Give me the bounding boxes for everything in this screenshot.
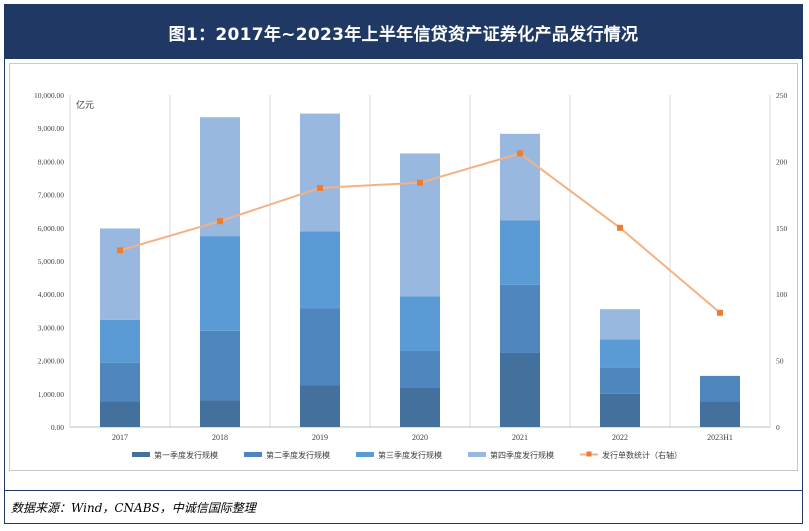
line-marker	[517, 150, 523, 157]
x-category-label: 2018	[212, 433, 228, 442]
y-left-tick-label: 0.00	[51, 423, 64, 432]
y-right-tick-label: 50	[776, 357, 784, 366]
bar-segment	[500, 284, 540, 353]
chart-area: 0.00 1,000.00 2,000.00 3,000.00 4,000.00 5,00…	[9, 63, 798, 471]
y-right-tick-label: 200	[776, 157, 788, 166]
bar-segment	[200, 400, 240, 427]
source-note: 数据来源：Wind，CNABS，中诚信国际整理	[11, 501, 256, 515]
line-marker	[317, 184, 323, 191]
bar-segment	[300, 385, 340, 427]
bar-segment	[300, 308, 340, 386]
bar-segment	[200, 330, 240, 401]
legend-label: 第二季度发行规模	[266, 450, 330, 460]
line-marker	[717, 309, 723, 316]
y-left-tick-label: 7,000.00	[38, 191, 65, 200]
bar-segment	[600, 393, 640, 427]
figure-title: 图1：2017年~2023年上半年信贷资产证券化产品发行情况	[5, 5, 802, 59]
line-marker	[417, 179, 423, 186]
y-left-tick-label: 6,000.00	[38, 224, 65, 233]
bar-segment	[200, 236, 240, 331]
legend-marker	[586, 451, 592, 457]
x-category-label: 2023H1	[707, 433, 733, 442]
bar-segment	[500, 220, 540, 285]
bar-segment	[700, 375, 740, 402]
bar-segment	[600, 309, 640, 340]
y-left-tick-label: 3,000.00	[38, 323, 65, 332]
bar-segment	[400, 350, 440, 388]
legend-swatch	[356, 452, 374, 457]
line-marker	[117, 247, 123, 254]
y-left-tick-label: 8,000.00	[38, 157, 65, 166]
divider	[5, 490, 802, 491]
y-right-tick-label: 250	[776, 91, 788, 100]
legend-label: 第一季度发行规模	[154, 450, 218, 460]
figure-frame: 图1：2017年~2023年上半年信贷资产证券化产品发行情况 0.00 1,000…	[4, 4, 803, 524]
legend-label: 发行单数统计（右轴）	[602, 450, 682, 460]
bar-segment	[400, 153, 440, 297]
y-left-tick-label: 1,000.00	[38, 390, 65, 399]
bar-segment	[400, 387, 440, 427]
bar-segment	[600, 339, 640, 368]
bar-segment	[400, 296, 440, 351]
x-category-label: 2017	[112, 433, 128, 442]
legend-label: 第四季度发行规模	[490, 450, 554, 460]
legend-label: 第三季度发行规模	[378, 450, 442, 460]
x-category-label: 2022	[612, 433, 628, 442]
legend-swatch	[132, 452, 150, 457]
y-unit-label: 亿元	[76, 99, 94, 111]
x-category-label: 2019	[312, 433, 328, 442]
bar-segment	[500, 352, 540, 427]
x-category-label: 2020	[412, 433, 428, 442]
bar-segment	[300, 113, 340, 232]
x-category-label: 2021	[512, 433, 528, 442]
bar-segment	[100, 228, 140, 320]
bar-segment	[700, 401, 740, 427]
bar-segment	[600, 367, 640, 394]
y-right-tick-label: 100	[776, 290, 788, 299]
y-left-tick-label: 10,000.00	[34, 91, 64, 100]
bar-segment	[100, 319, 140, 363]
y-right-tick-label: 150	[776, 224, 788, 233]
line-marker	[617, 224, 623, 231]
line-marker	[217, 218, 223, 225]
y-left-tick-label: 9,000.00	[38, 124, 65, 133]
y-left-tick-label: 4,000.00	[38, 290, 65, 299]
y-left-tick-label: 2,000.00	[38, 357, 65, 366]
legend-swatch	[468, 452, 486, 457]
bar-segment	[500, 133, 540, 221]
y-left-tick-label: 5,000.00	[38, 257, 65, 266]
y-right-tick-label: 0	[776, 423, 780, 432]
chart-svg: 0.00 1,000.00 2,000.00 3,000.00 4,000.00 5,00…	[34, 91, 788, 460]
bar-segment	[300, 231, 340, 309]
legend-swatch	[244, 452, 262, 457]
bar-segment	[100, 362, 140, 402]
bar-segment	[100, 401, 140, 427]
